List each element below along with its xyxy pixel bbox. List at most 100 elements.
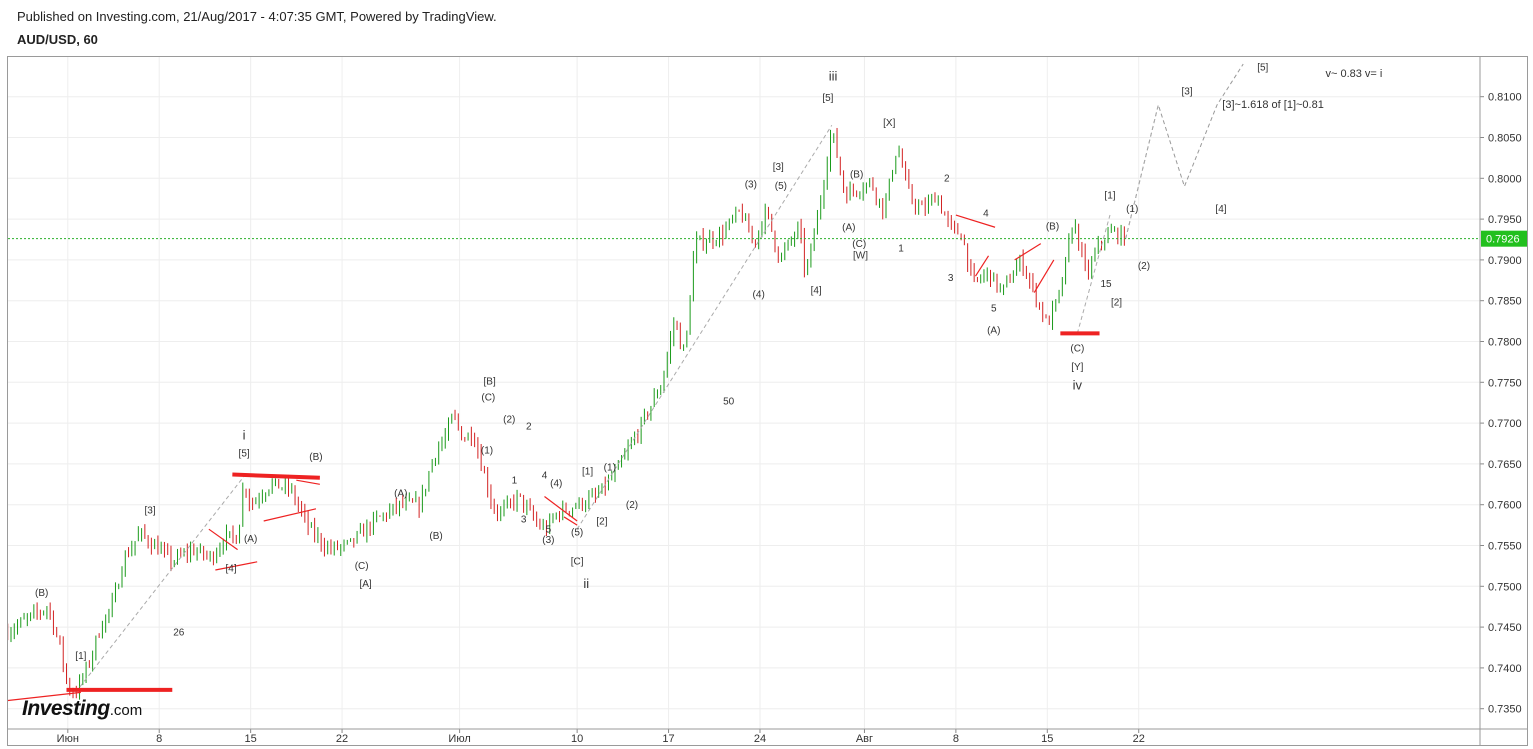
last-price-badge: [1481, 230, 1527, 247]
wave-label: i: [243, 427, 246, 442]
wave-label: (5): [775, 181, 787, 192]
price-series: [8, 127, 1125, 700]
trend-line: [215, 561, 258, 571]
wave-label: (5): [571, 528, 583, 539]
time-tick-label: 22: [336, 733, 348, 745]
trend-line: [563, 516, 578, 526]
wave-label: [5]: [239, 449, 250, 460]
price-tick-label: 0.7600: [1488, 500, 1522, 512]
wave-label: (2): [503, 414, 515, 425]
wave-label: 2: [526, 422, 532, 433]
wave-label: (3): [745, 179, 757, 190]
price-tick-label: 0.7800: [1488, 337, 1522, 349]
wave-label: (A): [987, 325, 1000, 336]
wave-label: 3: [948, 273, 954, 284]
wave-label: (B): [850, 169, 863, 180]
wave-label: [Y]: [1071, 362, 1083, 373]
time-tick-label: 8: [156, 733, 162, 745]
wave-label: (1): [604, 462, 616, 473]
wave-label: 1: [898, 244, 904, 255]
wave-label: 50: [723, 396, 735, 407]
time-tick-label: 15: [245, 733, 257, 745]
last-price-label: 0.7926: [1486, 234, 1520, 246]
wave-label: 3: [521, 515, 527, 526]
wave-label: (B): [429, 531, 442, 542]
wave-label: (A): [394, 489, 407, 500]
trend-line: [208, 528, 238, 551]
time-tick-label: 24: [754, 733, 766, 745]
trend-line: [974, 255, 990, 277]
wave-label: [2]: [1111, 298, 1122, 309]
time-tick-label: 22: [1133, 733, 1145, 745]
wave-label: (A): [842, 223, 855, 234]
wave-label: [3]: [145, 506, 156, 517]
trend-line: [955, 214, 996, 228]
wave-label: 5: [546, 524, 552, 535]
time-tick-label: Авг: [856, 733, 873, 745]
wave-label: iv: [1073, 378, 1083, 393]
wave-label: (B): [1046, 222, 1059, 233]
wave-label: (1): [1126, 204, 1138, 215]
support-line: [232, 472, 320, 480]
wave-label: 2: [944, 174, 950, 185]
wave-label: [2]: [596, 516, 607, 527]
wave-connector: [576, 124, 833, 530]
wave-label: (2): [626, 500, 638, 511]
wave-label: (4): [753, 289, 765, 300]
investing-logo: Investing.com: [22, 697, 142, 721]
price-tick-label: 0.7750: [1488, 377, 1522, 389]
price-tick-label: 0.8050: [1488, 133, 1522, 145]
wave-label: v~ 0.83 v= i: [1325, 68, 1382, 80]
price-tick-label: 0.7950: [1488, 214, 1522, 226]
price-tick-label: 0.7850: [1488, 296, 1522, 308]
price-tick-label: 0.7700: [1488, 418, 1522, 430]
wave-label: (B): [35, 588, 48, 599]
logo-brand: Investing: [22, 697, 110, 720]
wave-label: [3]: [773, 162, 784, 173]
time-tick-label: Июл: [448, 733, 470, 745]
trend-line: [263, 508, 317, 522]
wave-label: (1): [481, 445, 493, 456]
wave-label: [B]: [484, 377, 496, 388]
price-tick-label: 0.7350: [1488, 704, 1522, 716]
trend-line: [1014, 243, 1042, 261]
wave-label: 26: [173, 627, 185, 638]
trend-line: [8, 691, 81, 702]
price-chart[interactable]: 0.8100 0.8050 0.8000 0.7950 0.7900 0.7850 0.78…: [8, 57, 1527, 745]
price-tick-label: 0.8000: [1488, 173, 1522, 185]
wave-label: [C]: [571, 556, 584, 567]
wave-label: [1]: [1104, 191, 1115, 202]
logo-suffix: .com: [109, 702, 143, 719]
wave-connector: [1076, 214, 1111, 334]
wave-label: (B): [309, 452, 322, 463]
wave-label: [X]: [883, 118, 895, 129]
publish-info: Published on Investing.com, 21/Aug/2017 …: [17, 9, 497, 24]
wave-label: [4]: [225, 564, 236, 575]
trend-line: [296, 479, 320, 485]
wave-label: [1]: [582, 467, 593, 478]
wave-label: (C): [1070, 343, 1084, 354]
wave-label: (4): [550, 479, 562, 490]
wave-label: [3]: [1181, 86, 1192, 97]
time-tick-label: 8: [953, 733, 959, 745]
wave-label: [5]: [1257, 63, 1268, 74]
wave-label: [1]: [75, 651, 86, 662]
price-tick-label: 0.8100: [1488, 92, 1522, 104]
price-tick-label: 0.7400: [1488, 663, 1522, 675]
wave-label: 15: [1101, 279, 1113, 290]
wave-label: (C): [852, 239, 866, 250]
wave-label: [4]: [811, 285, 822, 296]
wave-label: [3]~1.618 of [1]~0.81: [1222, 99, 1324, 111]
wave-label: [W]: [853, 250, 868, 261]
wave-label: [A]: [359, 579, 371, 590]
chart-frame[interactable]: 0.8100 0.8050 0.8000 0.7950 0.7900 0.7850 0.78…: [7, 56, 1528, 746]
price-tick-label: 0.7900: [1488, 255, 1522, 267]
wave-connector: [1125, 104, 1159, 239]
time-tick-label: 15: [1041, 733, 1053, 745]
wave-label: [4]: [1215, 204, 1226, 215]
wave-label: iii: [829, 68, 838, 83]
trend-line: [544, 496, 578, 522]
price-tick-label: 0.7650: [1488, 459, 1522, 471]
wave-label: (2): [1138, 261, 1150, 272]
wave-label: 4: [542, 471, 548, 482]
